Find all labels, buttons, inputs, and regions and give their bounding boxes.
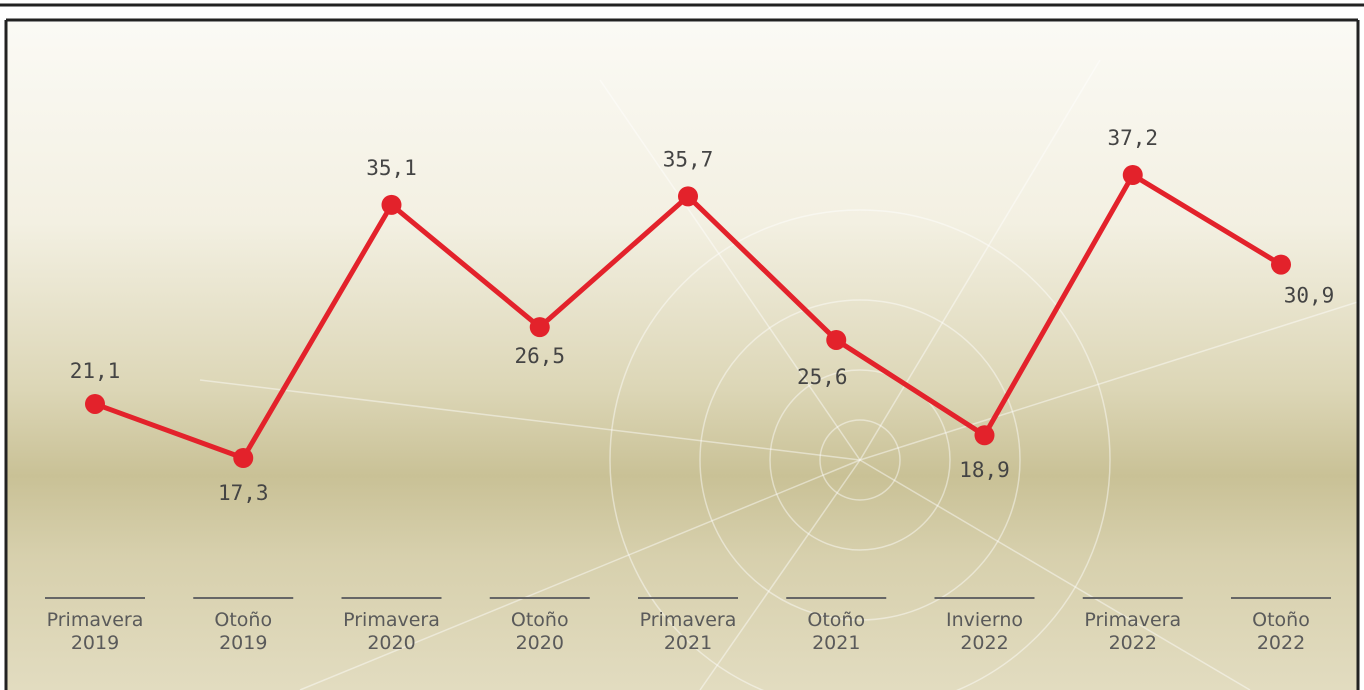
point [233, 448, 253, 468]
point [1271, 255, 1291, 275]
plot-bg [6, 22, 1358, 690]
point [678, 186, 698, 206]
point [1123, 165, 1143, 185]
data-label: 30,9 [1284, 284, 1335, 308]
point [975, 425, 995, 445]
data-label: 18,9 [959, 458, 1010, 482]
chart: Primavera2019Otoño2019Primavera2020Otoño… [0, 0, 1364, 690]
point [826, 330, 846, 350]
data-label: 35,7 [663, 147, 714, 171]
data-label: 25,6 [797, 365, 848, 389]
point [85, 394, 105, 414]
data-label: 17,3 [218, 481, 269, 505]
data-label: 35,1 [366, 156, 417, 180]
point [382, 195, 402, 215]
data-label: 21,1 [70, 359, 121, 383]
point [530, 317, 550, 337]
data-label: 37,2 [1107, 126, 1158, 150]
data-label: 26,5 [514, 344, 565, 368]
